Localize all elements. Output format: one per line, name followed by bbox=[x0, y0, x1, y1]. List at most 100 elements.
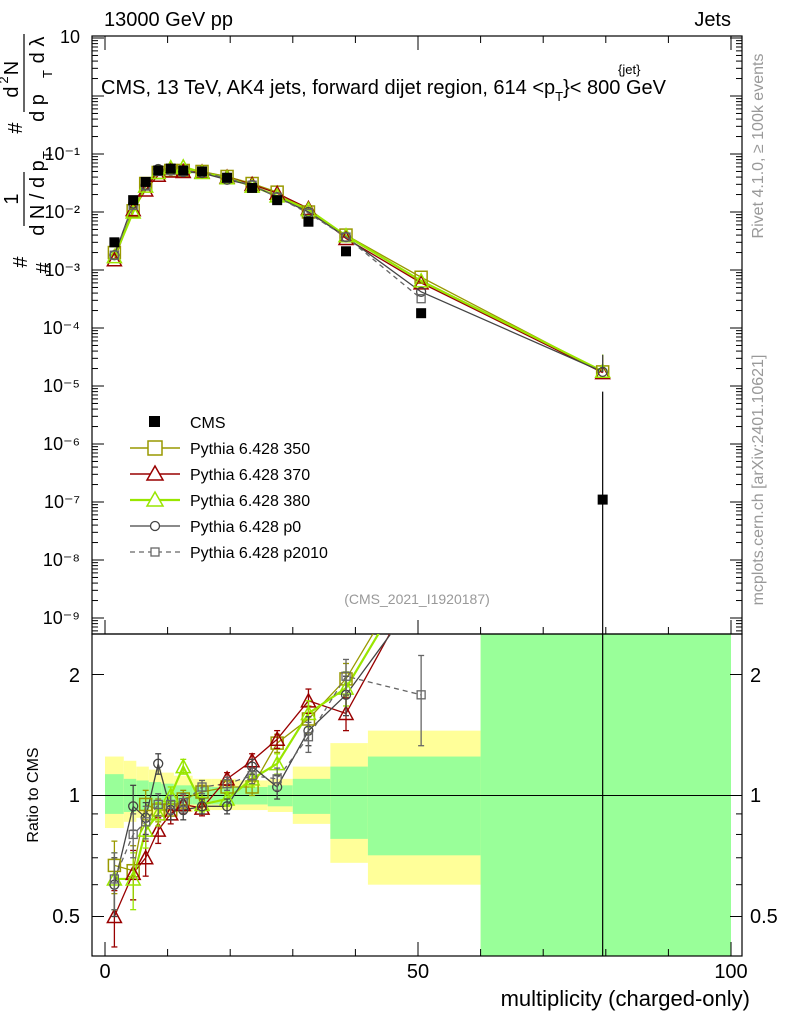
ratio-tick-0.5-left: 0.5 bbox=[52, 906, 80, 928]
main-point-p380 bbox=[124, 203, 142, 219]
main-line-p380 bbox=[113, 165, 604, 373]
ratio-point-p2010 bbox=[416, 690, 426, 700]
ylabel-hash-3: # bbox=[5, 122, 27, 134]
ylabel-d-num: d bbox=[1, 86, 23, 97]
cms-point bbox=[140, 176, 151, 187]
ratio-point-p370 bbox=[106, 907, 123, 924]
main-point-p380 bbox=[594, 362, 611, 378]
ratio-y-tick-labels: 0.5 1 2 0.5 1 2 bbox=[52, 665, 778, 928]
main-point-p2010 bbox=[109, 250, 120, 260]
ylabel-dpt: d p bbox=[27, 94, 49, 122]
ylabel-one: 1 bbox=[1, 193, 23, 204]
legend-p350-marker bbox=[147, 440, 163, 456]
main-point-p0 bbox=[597, 366, 608, 378]
legend-p380-label: Pythia 6.428 380 bbox=[190, 493, 310, 510]
main-point-p350 bbox=[414, 270, 428, 284]
cms-point bbox=[109, 237, 120, 248]
main-y-tick-1e-1: 10⁻¹ bbox=[44, 144, 80, 164]
ratio-point-p2010 bbox=[128, 829, 138, 840]
cms-point bbox=[178, 165, 189, 176]
ratio-point-p0 bbox=[196, 801, 208, 812]
main-y-tick-1e-3: 10⁻³ bbox=[44, 260, 80, 280]
ylabel-hash-2: # bbox=[33, 262, 55, 274]
ylabel-dn-dpt: d N / d p bbox=[27, 160, 49, 236]
main-point-p2010 bbox=[341, 232, 351, 242]
band-green-0 bbox=[105, 774, 124, 814]
ratio-point-p2010 bbox=[247, 771, 257, 781]
ratio-point-p380 bbox=[124, 870, 142, 886]
main-y-tick-1e-6: 10⁻⁶ bbox=[43, 434, 80, 454]
legend-p0-label: Pythia 6.428 p0 bbox=[190, 519, 301, 536]
legend-p0-marker bbox=[149, 520, 161, 532]
x-tick-100: 100 bbox=[714, 961, 747, 983]
main-point-p2010 bbox=[416, 294, 426, 304]
plot-title-sup: {jet} bbox=[618, 62, 641, 77]
cms-point bbox=[597, 494, 608, 505]
cms-point bbox=[416, 308, 427, 319]
cms-point bbox=[197, 166, 208, 177]
header-right: Jets bbox=[694, 9, 731, 31]
band-green-10 bbox=[292, 778, 331, 814]
ratio-point-p2010 bbox=[153, 799, 163, 810]
legend-p2010-label: Pythia 6.428 p2010 bbox=[190, 545, 328, 562]
legend-p370-label: Pythia 6.428 370 bbox=[190, 467, 310, 484]
main-y-tick-1e-2: 10⁻² bbox=[44, 202, 80, 222]
plot-title-main: CMS, 13 TeV, AK4 jets, forward dijet reg… bbox=[101, 77, 555, 99]
ratio-point-p2010 bbox=[166, 799, 176, 810]
ratio-point-p0 bbox=[221, 801, 233, 812]
axis-ticks bbox=[92, 36, 742, 956]
ylabel-dn-dpt-sub: T bbox=[40, 151, 55, 159]
ylabel-dlambda: d λ bbox=[27, 37, 49, 64]
plot-title-sub: T bbox=[555, 89, 563, 104]
ratio-point-p2010 bbox=[197, 782, 207, 792]
mcplots-label: mcplots.cern.ch [arXiv:2401.10621] bbox=[750, 355, 767, 606]
ratio-point-p380 bbox=[174, 758, 192, 774]
cms-point bbox=[247, 182, 258, 193]
analysis-watermark: (CMS_2021_I1920187) bbox=[344, 591, 490, 607]
series-markers bbox=[106, 158, 611, 956]
x-tick-0: 0 bbox=[99, 961, 110, 983]
ratio-point-p2010 bbox=[109, 874, 120, 884]
ratio-ylabel: Ratio to CMS bbox=[25, 747, 42, 842]
plot-title: CMS, 13 TeV, AK4 jets, forward dijet reg… bbox=[101, 77, 667, 104]
legend-p370-marker bbox=[145, 464, 165, 481]
cms-point bbox=[165, 163, 176, 174]
ylabel-hash-1: # bbox=[10, 256, 32, 268]
header-left: 13000 GeV pp bbox=[104, 9, 233, 31]
cms-point bbox=[341, 246, 352, 257]
main-point-p370 bbox=[412, 274, 430, 290]
main-y-tick-1e-5: 10⁻⁵ bbox=[43, 376, 80, 396]
ratio-point-p0 bbox=[128, 801, 139, 812]
cms-point bbox=[222, 172, 233, 183]
main-y-tick-1e-7: 10⁻⁷ bbox=[44, 492, 80, 512]
ratio-tick-2-left: 2 bbox=[69, 665, 80, 687]
ratio-tick-1-right: 1 bbox=[750, 785, 761, 807]
main-point-p0 bbox=[415, 286, 427, 298]
main-line-p0 bbox=[113, 168, 603, 373]
ratio-point-p2010 bbox=[178, 797, 188, 808]
ylabel-dpt-sub: T bbox=[40, 70, 55, 78]
main-line-p370 bbox=[113, 170, 603, 374]
main-y-tick-labels: 10 10⁻¹ 10⁻² 10⁻³ 10⁻⁴ 10⁻⁵ 10⁻⁶ 10⁻⁷ 10… bbox=[43, 27, 80, 628]
ratio-point-p370 bbox=[137, 849, 154, 865]
cms-point bbox=[272, 195, 283, 206]
ratio-point-p2010 bbox=[141, 817, 151, 827]
plot-title-tail: }< 800 GeV bbox=[563, 77, 667, 99]
ratio-point-p370 bbox=[149, 821, 167, 837]
legend-cms-label: CMS bbox=[190, 415, 226, 432]
cms-point bbox=[128, 195, 139, 206]
ratio-point-p2010 bbox=[341, 671, 351, 681]
ratio-tick-2-right: 2 bbox=[750, 665, 761, 687]
ratio-point-p2010 bbox=[303, 732, 314, 742]
ratio-point-p380 bbox=[149, 805, 167, 821]
band-green-12 bbox=[367, 756, 481, 856]
main-line-p350 bbox=[113, 169, 603, 373]
legend: CMS Pythia 6.428 350 Pythia 6.428 370 Py… bbox=[130, 415, 328, 562]
main-point-p2010 bbox=[303, 208, 314, 218]
main-y-tick-1e-4: 10⁻⁴ bbox=[43, 318, 80, 338]
ratio-point-p2010 bbox=[222, 779, 232, 789]
legend-p350-label: Pythia 6.428 350 bbox=[190, 441, 310, 458]
cms-point bbox=[303, 216, 314, 227]
ylabel-N: N bbox=[1, 61, 23, 75]
